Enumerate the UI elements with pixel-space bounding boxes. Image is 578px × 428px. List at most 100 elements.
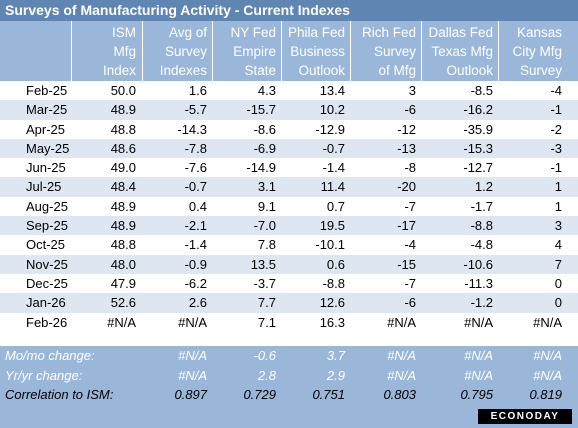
column-header-line: NY Fed	[230, 25, 276, 40]
table-cell: -7.0	[253, 218, 276, 234]
summary-cell: #N/A	[533, 348, 562, 363]
table-cell: -35.9	[463, 121, 493, 137]
table-cell: #N/A	[464, 314, 493, 330]
table-cell: -0.9	[184, 256, 207, 272]
row-month-label: Mar-25	[26, 102, 68, 118]
summary-cell: #N/A	[387, 367, 416, 383]
table-cell: -7	[404, 275, 416, 291]
summary-cell: #N/A	[464, 348, 493, 363]
table-cell: -0.7	[184, 179, 207, 195]
table-cell: -1.4	[322, 160, 345, 176]
table-cell: 49.0	[110, 160, 136, 176]
table-cell: -7.6	[184, 160, 207, 176]
header-divider	[142, 21, 143, 81]
column-header-line: Survey	[164, 44, 207, 59]
column-header-line: Empire	[233, 44, 276, 59]
summary-cell: #N/A	[533, 367, 562, 383]
table-cell: 48.0	[110, 256, 136, 272]
column-header-line: City Mfg	[512, 44, 562, 59]
row-month-label: Jul-25	[26, 179, 62, 195]
table-cell: 47.9	[110, 275, 136, 291]
row-month-label: Aug-25	[26, 198, 68, 214]
column-header-line: Outlook	[298, 63, 345, 78]
table-cell: 4	[554, 237, 562, 253]
table-cell: -11.3	[464, 275, 493, 291]
column-header-line: ISM	[111, 25, 136, 40]
column-header: Kansas City Mfg Survey	[492, 21, 562, 81]
column-header-line: Texas Mfg	[431, 44, 493, 59]
summary-label: Mo/mo change:	[5, 348, 95, 363]
column-header-line: Outlook	[446, 63, 493, 78]
table-body: Feb-25 50.0 1.6 4.3 13.4 3 -8.5 -4 Mar-25 48.9 -5.…	[0, 81, 578, 332]
table-cell: 0.6	[326, 256, 345, 272]
table-cell: -7.8	[184, 140, 207, 156]
summary-label: Yr/yr change:	[5, 367, 83, 383]
table-cell: 52.6	[110, 295, 136, 311]
column-header-line: Index	[102, 63, 136, 78]
row-month-label: Feb-25	[26, 83, 68, 98]
table-row: Aug-25 48.9 0.4 9.1 0.7 -7 -1.7 1	[0, 197, 578, 216]
table-row: Dec-25 47.9 -6.2 -3.7 -8.8 -7 -11.3 0	[0, 274, 578, 293]
column-header: Dallas Fed Texas Mfg Outlook	[419, 21, 493, 81]
table-cell: 3.1	[257, 179, 276, 195]
table-cell: -14.3	[177, 121, 207, 137]
table-cell: 0.4	[188, 198, 207, 214]
table-cell: 9.1	[257, 198, 276, 214]
row-month-label: Oct-25	[26, 237, 66, 253]
column-header-line: Kansas	[516, 25, 562, 40]
table-cell: 48.4	[110, 179, 136, 195]
column-header-line: Dallas Fed	[428, 25, 493, 40]
table-row: Mar-25 48.9 -5.7 -15.7 10.2 -6 -16.2 -1	[0, 100, 578, 120]
column-header-line: Phila Fed	[287, 25, 345, 40]
summary-row: Yr/yr change: #N/A 2.8 2.9 #N/A #N/A #N/A	[0, 366, 578, 386]
table-row: Oct-25 48.8 -1.4 7.8 -10.1 -4 -4.8 4	[0, 235, 578, 254]
table-cell: -15	[397, 256, 416, 272]
summary-cell: 0.795	[460, 387, 493, 402]
table-cell: -17	[397, 218, 416, 234]
header-divider	[281, 21, 282, 81]
header-divider	[71, 21, 72, 81]
row-month-label: Apr-25	[26, 121, 66, 137]
column-header-line: Survey	[519, 63, 562, 78]
table-cell: 13.4	[319, 83, 345, 98]
table-cell: -8.5	[470, 83, 493, 98]
table-cell: -4.8	[470, 237, 493, 253]
table-cell: -13	[397, 140, 416, 156]
table-cell: -14.9	[246, 160, 276, 176]
table-cell: 50.0	[110, 83, 136, 98]
column-header-line: Survey	[373, 44, 416, 59]
table-cell: -6.2	[184, 275, 207, 291]
table-cell: 3	[554, 218, 562, 234]
table-cell: -20	[397, 179, 416, 195]
table-cell: 0.7	[326, 198, 345, 214]
table-cell: -1	[550, 160, 562, 176]
summary-cell: 3.7	[326, 348, 345, 363]
summary-cell: 0.729	[243, 387, 276, 402]
table-cell: 4.3	[257, 83, 276, 98]
table-cell: -2	[550, 121, 562, 137]
table-cell: -1.2	[470, 295, 493, 311]
summary-cell: 2.8	[257, 367, 276, 383]
table-row: Jun-25 49.0 -7.6 -14.9 -1.4 -8 -12.7 -1	[0, 158, 578, 177]
column-header: Avg of Survey Indexes	[137, 21, 207, 81]
table-cell: -2.1	[184, 218, 207, 234]
summary-cell: 0.803	[383, 387, 416, 402]
header-divider	[350, 21, 351, 81]
table-cell: 1.6	[188, 83, 207, 98]
summary-cell: 0.897	[174, 387, 207, 402]
table-cell: 48.6	[110, 140, 136, 156]
column-header-line: Mfg	[113, 44, 136, 59]
table-cell: -0.7	[322, 140, 345, 156]
summary-cell: #N/A	[178, 348, 207, 363]
table-cell: -3.7	[253, 275, 276, 291]
summary-row: Mo/mo change: #N/A -0.6 3.7 #N/A #N/A #N/A	[0, 346, 578, 366]
table-cell: -10.6	[463, 256, 493, 272]
table-row: Jul-25 48.4 -0.7 3.1 11.4 -20 1.2 1	[0, 177, 578, 197]
table-row: Feb-25 50.0 1.6 4.3 13.4 3 -8.5 -4	[0, 81, 578, 100]
summary-label: Correlation to ISM:	[5, 387, 114, 402]
table-cell: -16.2	[463, 102, 493, 118]
table-footer: Mo/mo change: #N/A -0.6 3.7 #N/A #N/A #N/A Yr/y…	[0, 346, 578, 428]
table-cell: 12.6	[319, 295, 345, 311]
table-cell: 48.8	[110, 237, 136, 253]
